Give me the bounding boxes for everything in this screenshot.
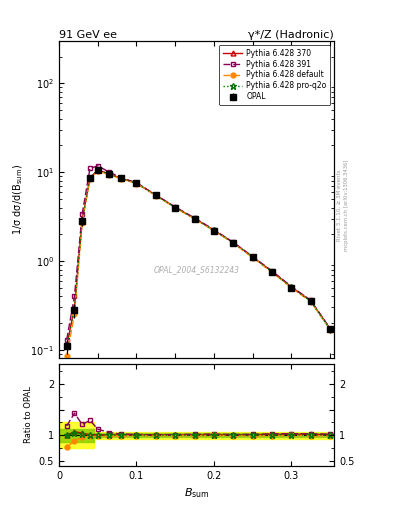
Pythia 6.428 370 [173, 204, 178, 210]
Pythia 6.428 pro-q2o [250, 254, 255, 260]
Pythia 6.428 default [173, 205, 178, 211]
Pythia 6.428 default [72, 311, 77, 317]
Line: Pythia 6.428 370: Pythia 6.428 370 [64, 167, 332, 349]
Pythia 6.428 default [64, 353, 69, 359]
Pythia 6.428 391 [309, 297, 313, 304]
Pythia 6.428 default [250, 254, 255, 261]
Pythia 6.428 391 [95, 163, 100, 169]
Text: γ*/Z (Hadronic): γ*/Z (Hadronic) [248, 30, 334, 40]
Pythia 6.428 370 [64, 343, 69, 349]
Pythia 6.428 391 [153, 192, 158, 198]
Pythia 6.428 pro-q2o [72, 306, 77, 312]
Pythia 6.428 pro-q2o [95, 167, 100, 173]
Pythia 6.428 pro-q2o [192, 216, 197, 222]
Pythia 6.428 default [289, 285, 294, 291]
Pythia 6.428 pro-q2o [231, 240, 236, 246]
Pythia 6.428 370 [119, 175, 123, 181]
Pythia 6.428 pro-q2o [107, 171, 112, 177]
Pythia 6.428 default [80, 220, 84, 226]
Pythia 6.428 370 [80, 217, 84, 223]
Pythia 6.428 391 [328, 326, 332, 332]
Pythia 6.428 391 [64, 336, 69, 343]
Pythia 6.428 391 [289, 284, 294, 290]
Line: Pythia 6.428 pro-q2o: Pythia 6.428 pro-q2o [64, 167, 333, 349]
Line: Pythia 6.428 391: Pythia 6.428 391 [64, 163, 332, 342]
Pythia 6.428 pro-q2o [289, 284, 294, 290]
Text: Rivet 3.1.10, ≥ 3M events: Rivet 3.1.10, ≥ 3M events [336, 169, 341, 241]
Pythia 6.428 391 [88, 165, 92, 172]
Pythia 6.428 pro-q2o [134, 180, 139, 186]
Pythia 6.428 370 [153, 192, 158, 198]
Pythia 6.428 default [328, 327, 332, 333]
Pythia 6.428 pro-q2o [270, 269, 274, 275]
Pythia 6.428 pro-q2o [64, 343, 69, 349]
Pythia 6.428 391 [231, 239, 236, 245]
Pythia 6.428 370 [270, 268, 274, 274]
Pythia 6.428 370 [309, 298, 313, 304]
Pythia 6.428 391 [80, 211, 84, 217]
Pythia 6.428 391 [173, 204, 178, 210]
Pythia 6.428 default [88, 176, 92, 182]
Pythia 6.428 default [270, 269, 274, 275]
Pythia 6.428 default [119, 176, 123, 182]
Pythia 6.428 391 [119, 175, 123, 181]
Pythia 6.428 default [134, 180, 139, 186]
Pythia 6.428 pro-q2o [88, 175, 92, 181]
Pythia 6.428 370 [192, 215, 197, 221]
Pythia 6.428 pro-q2o [80, 218, 84, 224]
Pythia 6.428 391 [211, 227, 216, 233]
Pythia 6.428 370 [134, 180, 139, 186]
Pythia 6.428 default [107, 172, 112, 178]
Pythia 6.428 pro-q2o [309, 298, 313, 304]
Text: 91 GeV ee: 91 GeV ee [59, 30, 117, 40]
Pythia 6.428 default [309, 298, 313, 305]
Y-axis label: Ratio to OPAL: Ratio to OPAL [24, 386, 33, 443]
Pythia 6.428 391 [107, 169, 112, 175]
Pythia 6.428 391 [270, 268, 274, 274]
Text: mcplots.cern.ch [arXiv:1306.3436]: mcplots.cern.ch [arXiv:1306.3436] [344, 159, 349, 250]
Pythia 6.428 370 [328, 326, 332, 332]
Pythia 6.428 pro-q2o [153, 192, 158, 198]
Pythia 6.428 391 [134, 180, 139, 186]
Pythia 6.428 default [153, 193, 158, 199]
Pythia 6.428 391 [192, 215, 197, 221]
Pythia 6.428 370 [289, 284, 294, 290]
Pythia 6.428 default [211, 228, 216, 234]
Text: OPAL_2004_S6132243: OPAL_2004_S6132243 [154, 265, 239, 274]
Pythia 6.428 pro-q2o [173, 204, 178, 210]
Line: Pythia 6.428 default: Pythia 6.428 default [64, 168, 332, 358]
Legend: Pythia 6.428 370, Pythia 6.428 391, Pythia 6.428 default, Pythia 6.428 pro-q2o, : Pythia 6.428 370, Pythia 6.428 391, Pyth… [219, 45, 330, 105]
Pythia 6.428 391 [72, 293, 77, 300]
X-axis label: $B_{\mathrm{sum}}$: $B_{\mathrm{sum}}$ [184, 486, 209, 500]
Pythia 6.428 370 [72, 304, 77, 310]
Pythia 6.428 default [231, 240, 236, 246]
Pythia 6.428 default [192, 216, 197, 222]
Pythia 6.428 pro-q2o [119, 175, 123, 181]
Pythia 6.428 370 [107, 171, 112, 177]
Pythia 6.428 370 [211, 227, 216, 233]
Pythia 6.428 pro-q2o [328, 326, 332, 332]
Pythia 6.428 default [95, 168, 100, 174]
Pythia 6.428 370 [88, 175, 92, 181]
Pythia 6.428 370 [231, 240, 236, 246]
Pythia 6.428 391 [250, 253, 255, 260]
Pythia 6.428 pro-q2o [211, 227, 216, 233]
Pythia 6.428 370 [250, 254, 255, 260]
Pythia 6.428 370 [95, 167, 100, 173]
Y-axis label: 1/σ dσ/d(B$_{\mathrm{sum}}$): 1/σ dσ/d(B$_{\mathrm{sum}}$) [11, 164, 25, 235]
